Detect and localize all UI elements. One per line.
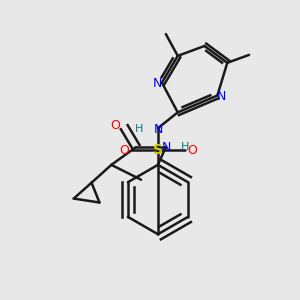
Text: N: N [153, 77, 163, 90]
Text: S: S [153, 143, 163, 157]
Text: N: N [217, 90, 226, 103]
Text: O: O [188, 143, 197, 157]
Text: H: H [181, 142, 189, 152]
Text: O: O [119, 143, 129, 157]
Text: O: O [110, 119, 120, 132]
Text: N: N [154, 123, 164, 136]
Text: H: H [135, 124, 143, 134]
Text: N: N [162, 140, 172, 154]
